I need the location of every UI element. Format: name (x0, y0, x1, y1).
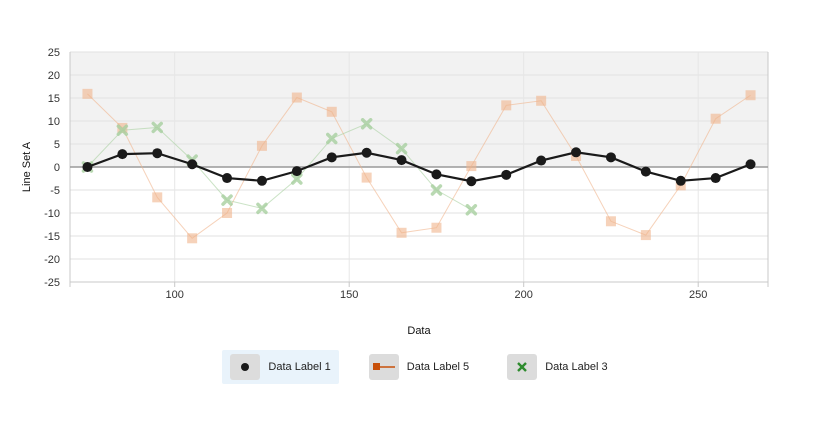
x-tick-label: 200 (515, 289, 533, 301)
data-point (675, 175, 686, 186)
data-point (361, 172, 372, 183)
legend-label: Data Label 1 (268, 361, 331, 373)
data-point (187, 159, 198, 170)
circle-icon (241, 363, 250, 371)
data-point (291, 166, 302, 177)
y-tick-label: 10 (48, 116, 60, 128)
data-point (152, 148, 163, 159)
data-point (605, 152, 616, 163)
series-line (87, 93, 751, 239)
y-tick-label: -15 (44, 231, 60, 243)
data-point (640, 166, 651, 177)
data-point (501, 169, 512, 180)
square-line-icon (372, 363, 395, 370)
y-tick-label: 15 (48, 93, 60, 105)
data-point (116, 124, 129, 136)
data-point (396, 227, 407, 238)
y-tick-label: 25 (48, 47, 60, 59)
data-point (291, 92, 302, 103)
data-point (151, 121, 163, 134)
data-point (117, 149, 128, 160)
data-point (187, 233, 198, 244)
legend-swatch (507, 354, 538, 380)
y-tick-label: 5 (54, 139, 60, 151)
legend-label: Data Label 5 (406, 361, 470, 373)
x-mark-stroke (256, 202, 268, 215)
y-tick-label: -25 (44, 277, 60, 289)
legend-item-data-label-1[interactable]: Data Label 1 (222, 350, 339, 384)
y-axis-title: Line Set A (21, 141, 33, 192)
y-tick-label: -10 (44, 208, 60, 220)
data-point (745, 159, 756, 170)
data-point (291, 173, 303, 185)
x-mark-stroke (116, 124, 129, 136)
series-line (87, 151, 751, 183)
data-point (396, 155, 407, 166)
data-point (256, 175, 267, 186)
plot-area (70, 52, 768, 282)
x-tick-label: 100 (166, 289, 184, 301)
y-tick-label: -20 (44, 254, 60, 266)
data-point (466, 176, 477, 187)
x-mark-stroke (221, 194, 233, 206)
x-mark-stroke (291, 173, 303, 185)
data-point (571, 147, 582, 158)
data-point (745, 90, 756, 101)
data-point (536, 155, 547, 166)
legend: Data Label 1 Data Label 5 Data Label 3 (0, 350, 838, 384)
plot-lower-band (70, 167, 768, 282)
data-point (152, 192, 163, 203)
x-axis-ticks: 100 150 200 250 (166, 282, 707, 301)
data-point (466, 161, 477, 172)
plot-upper-band (70, 52, 768, 167)
data-point (222, 173, 233, 184)
data-point (222, 208, 233, 218)
line-chart: 25 20 15 10 5 0 -5 -10 -15 -20 -25 100 150 200 250 Da… (21, 47, 769, 337)
data-point (431, 169, 442, 180)
series-data-label-1 (82, 147, 756, 187)
legend-item-data-label-5[interactable]: Data Label 5 (361, 350, 477, 384)
x-mark-stroke (360, 118, 373, 130)
x-tick-label: 150 (340, 289, 358, 301)
data-point (710, 113, 721, 124)
data-point (82, 88, 93, 99)
y-tick-label: 0 (54, 162, 60, 174)
series-layer (81, 88, 756, 244)
data-point (710, 173, 721, 184)
legend-swatch (230, 354, 261, 380)
data-point (395, 142, 408, 155)
data-point (360, 118, 373, 130)
x-axis-title: Data (407, 325, 431, 337)
x-icon (517, 362, 528, 372)
data-point (640, 230, 651, 241)
x-tick-label: 250 (689, 289, 707, 301)
data-point (82, 162, 93, 172)
data-point (326, 132, 338, 145)
data-point (221, 194, 233, 206)
x-mark-stroke (326, 132, 338, 145)
data-point (361, 147, 372, 158)
y-tick-label: -5 (50, 185, 60, 197)
series-line (87, 123, 472, 211)
x-mark-stroke (465, 204, 478, 216)
x-mark-stroke (430, 184, 443, 196)
data-point (465, 204, 478, 216)
x-mark-stroke (395, 142, 408, 155)
y-axis-ticks: 25 20 15 10 5 0 -5 -10 -15 -20 -25 (44, 47, 60, 289)
data-point (605, 216, 616, 227)
x-mark-stroke (151, 121, 163, 134)
data-point (431, 222, 442, 233)
legend-label: Data Label 3 (545, 361, 608, 373)
data-point (536, 95, 547, 106)
data-point (256, 202, 268, 215)
y-tick-label: 20 (48, 70, 60, 82)
data-point (256, 140, 267, 151)
data-point (430, 184, 443, 196)
legend-swatch (368, 354, 399, 380)
data-point (326, 106, 337, 117)
legend-item-data-label-3[interactable]: Data Label 3 (499, 350, 615, 384)
data-point (326, 152, 337, 163)
data-point (501, 100, 512, 111)
